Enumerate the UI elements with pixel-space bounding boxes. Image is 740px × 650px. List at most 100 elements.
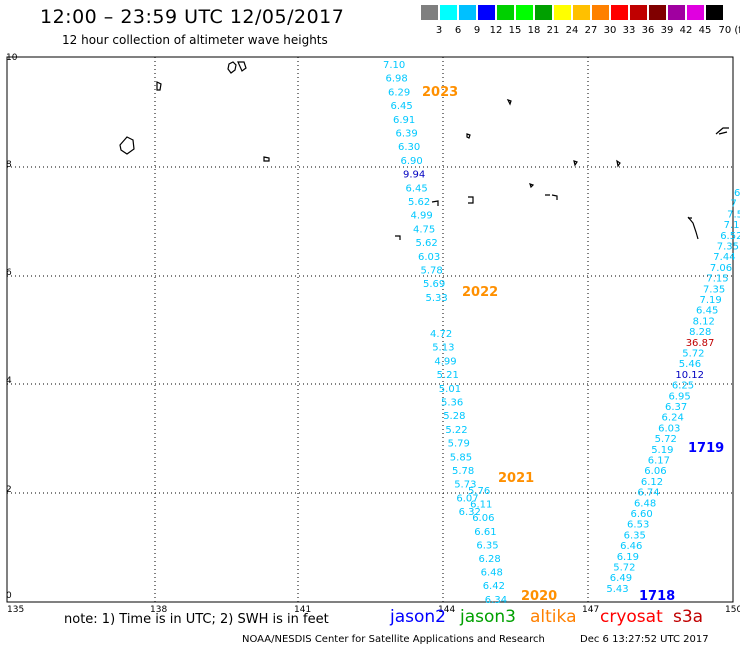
scale-label: 33 [622, 25, 636, 36]
track-label-1718: 1718 [639, 589, 675, 604]
wave-height-value: 6.95 [668, 391, 690, 402]
wave-height-value: 6.74 [637, 488, 659, 499]
wave-height-value: 5.78 [421, 266, 443, 277]
wave-height-value: 7.19 [724, 220, 740, 231]
wave-height-value: 4.75 [413, 224, 435, 235]
scale-label: 27 [584, 25, 598, 36]
wave-height-value: 6.60 [631, 509, 653, 520]
lon-label: 141 [294, 605, 311, 615]
scale-swatch [535, 5, 552, 20]
island-outline [616, 159, 621, 168]
island-outline [431, 200, 439, 206]
wave-height-value: 6.53 [627, 520, 649, 531]
axis-labels: 135 138 141 144 147 150 0 2 4 6 8 10 [6, 53, 740, 615]
map-grid [7, 57, 733, 602]
scale-swatch [459, 5, 476, 20]
lon-label: 138 [150, 605, 167, 615]
wave-height-value: 6.06 [472, 513, 494, 524]
island-outline [468, 196, 474, 204]
scale-swatch [516, 5, 533, 20]
wave-height-value: 6.37 [665, 402, 687, 413]
wave-height-value: 6.03 [418, 252, 440, 263]
wave-height-value: 5.76 [468, 486, 490, 497]
wave-height-value: 5.36 [441, 398, 463, 409]
island-outline [529, 183, 535, 189]
wave-height-value: 4.72 [430, 329, 452, 340]
wave-height-value: 7.35 [717, 242, 739, 253]
wave-height-value: 5.21 [437, 370, 459, 381]
scale-label: 6 [454, 25, 462, 36]
wave-height-value: 6.49 [610, 573, 632, 584]
wave-height-value: 6.42 [483, 581, 505, 592]
island-outline [687, 216, 699, 240]
island-outline [715, 127, 729, 135]
wave-height-value: 4.99 [411, 211, 433, 222]
scale-swatch [611, 5, 628, 20]
legend-altika: altika [530, 607, 577, 627]
island-outline [466, 133, 471, 139]
scale-swatch [573, 5, 590, 20]
wave-height-value: 7 [731, 199, 737, 210]
wave-height-value: 6.34 [485, 595, 507, 606]
scale-label: 18 [527, 25, 541, 36]
lat-label: 4 [6, 376, 12, 386]
scale-swatch [630, 5, 647, 20]
legend-jason3: jason3 [460, 607, 516, 627]
wave-height-value: 5.73 [454, 480, 476, 491]
wave-height-value: 7.44 [713, 252, 735, 263]
altimeter-tracks: 7.10 6.98 6.29 6.45 6.91 6.39 6.30 6.90 9.94 6.45… [383, 60, 740, 606]
wave-height-value: 6.61 [474, 527, 496, 538]
scale-swatch [706, 5, 723, 20]
island-outline [119, 136, 135, 155]
wave-height-value: 6.29 [388, 87, 410, 98]
lon-label: 147 [582, 605, 599, 615]
lat-label: 8 [6, 160, 12, 170]
wave-height-value: 6.12 [641, 477, 663, 488]
wave-height-value: 7.15 [706, 274, 728, 285]
scale-label: 30 [603, 25, 617, 36]
scale-swatch [497, 5, 514, 20]
track-label-2021: 2021 [498, 471, 534, 486]
lon-label: 135 [7, 605, 24, 615]
wave-height-value: 7.35 [703, 284, 725, 295]
legend-cryosat: cryosat [600, 607, 663, 627]
scale-label: 45 [698, 25, 712, 36]
legend-s3a: s3a [673, 607, 704, 627]
wave-height-value: 6.24 [662, 413, 684, 424]
track-label-2023: 2023 [422, 85, 458, 100]
wave-height-value: 6.91 [393, 115, 415, 126]
wave-height-value: 5.85 [450, 452, 472, 463]
scale-label: 39 [660, 25, 674, 36]
wave-height-value: 9.94 [403, 170, 425, 181]
scale-label: 9 [473, 25, 481, 36]
scale-label: 42 [679, 25, 693, 36]
wave-height-value: 6.03 [658, 423, 680, 434]
wave-height-value: 10.12 [675, 370, 704, 381]
scale-swatch [421, 5, 438, 20]
scale-swatch [649, 5, 666, 20]
scale-label: 70 (ft) [718, 25, 740, 36]
scale-label: 15 [508, 25, 522, 36]
wave-height-value: 6.35 [624, 530, 646, 541]
wave-height-value: 5.22 [445, 425, 467, 436]
wave-height-value: 6.45 [406, 183, 428, 194]
island-outline [237, 61, 247, 72]
wave-height-value: 4.99 [434, 356, 456, 367]
wave-height-value: 6.11 [470, 500, 492, 511]
scale-swatch [440, 5, 457, 20]
wave-height-value: 6.17 [648, 456, 670, 467]
scale-swatch [554, 5, 571, 20]
wave-height-value: 5.62 [416, 238, 438, 249]
island-outline [156, 81, 162, 91]
scale-label: 12 [489, 25, 503, 36]
island-outline [506, 98, 512, 106]
wave-height-value: 5.72 [682, 349, 704, 360]
island-outline [573, 160, 578, 167]
scale-swatch [687, 5, 704, 20]
wave-height-value: 5.78 [452, 466, 474, 477]
wave-height-value: 8.28 [689, 327, 711, 338]
wave-height-value: 7.06 [710, 263, 732, 274]
wave-height-value: 5.72 [655, 434, 677, 445]
scale-label: 36 [641, 25, 655, 36]
wave-height-value: 6.30 [398, 142, 420, 153]
